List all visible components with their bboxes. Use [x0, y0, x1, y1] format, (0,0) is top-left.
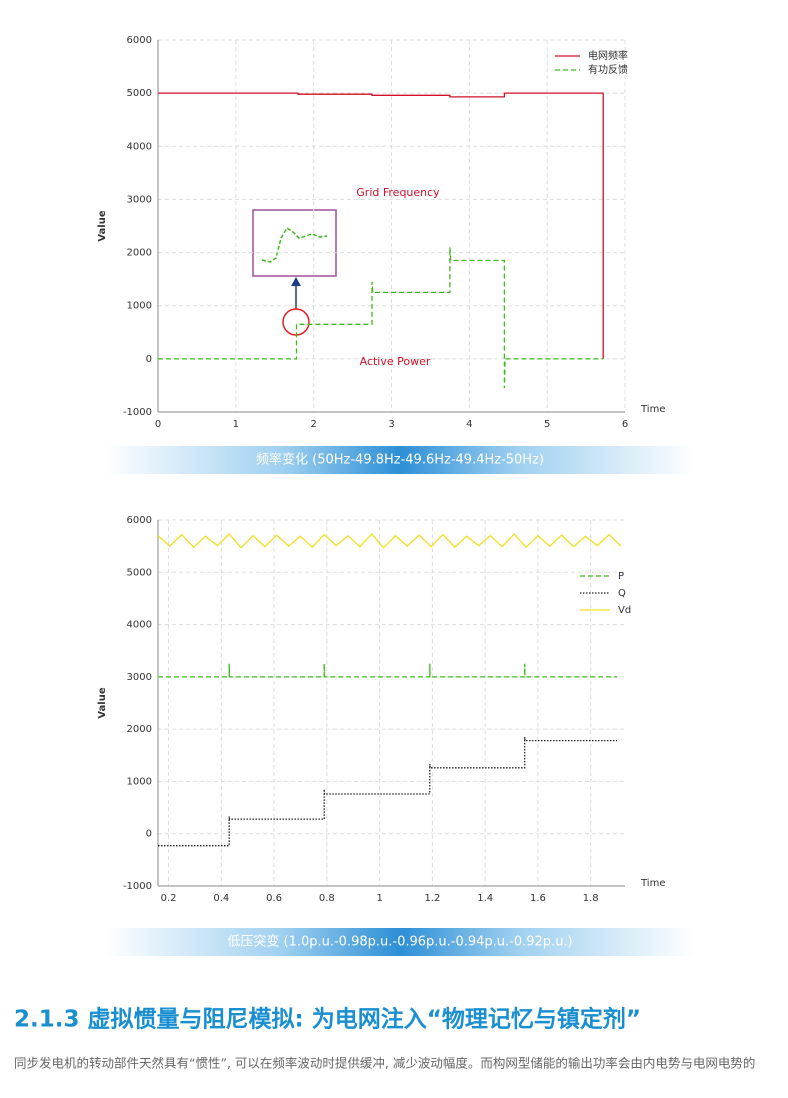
legend-label: Vd: [618, 605, 631, 616]
series-line: [157, 533, 622, 549]
y-tick-label: 3000: [127, 672, 152, 683]
y-tick-label: 6000: [127, 515, 152, 526]
x-tick-label: 0.8: [319, 893, 335, 904]
y-tick-label: 0: [146, 354, 152, 365]
inset-curve: [261, 226, 328, 263]
x-tick-label: 1: [233, 419, 239, 430]
y-tick-label: 6000: [127, 35, 152, 46]
x-axis-label: Time: [640, 878, 665, 889]
x-tick-label: 4: [466, 419, 472, 430]
y-tick-label: -1000: [123, 881, 152, 892]
y-tick-label: 3000: [127, 194, 152, 205]
x-axis-label: Time: [640, 404, 665, 415]
y-axis-label: Value: [97, 210, 108, 241]
legend-label: 电网频率: [588, 49, 628, 62]
caption-band: [105, 928, 695, 956]
series-line: [158, 92, 604, 359]
y-tick-label: -1000: [123, 407, 152, 418]
y-tick-label: 4000: [127, 620, 152, 631]
x-tick-label: 3: [388, 419, 394, 430]
y-tick-label: 5000: [127, 567, 152, 578]
y-tick-label: 4000: [127, 141, 152, 152]
y-tick-label: 1000: [127, 301, 152, 312]
highlight-circle: [282, 308, 310, 336]
x-tick-label: 1.2: [424, 893, 440, 904]
series-line: [158, 736, 618, 847]
y-tick-label: 2000: [127, 724, 152, 735]
x-tick-label: 0.4: [213, 893, 229, 904]
caption: 频率变化 (50Hz-49.8Hz-49.6Hz-49.4Hz-50Hz): [256, 452, 544, 468]
paragraph: 同步发电机的转动部件天然具有“惯性”, 可以在频率波动时提供缓冲, 减少波动幅度…: [14, 1056, 755, 1071]
inset-box: [252, 209, 337, 277]
annotation: Active Power: [360, 355, 431, 368]
x-tick-label: 0: [155, 419, 161, 430]
series-line: [158, 247, 604, 389]
series-line: [158, 663, 618, 678]
caption: 低压突变 (1.0p.u.-0.98p.u.-0.96p.u.-0.94p.u.…: [227, 934, 572, 950]
x-tick-label: 5: [544, 419, 550, 430]
x-tick-label: 6: [622, 419, 628, 430]
y-tick-label: 1000: [127, 776, 152, 787]
x-tick-label: 1: [376, 893, 382, 904]
caption-band: [105, 446, 695, 474]
x-tick-label: 0.6: [266, 893, 282, 904]
x-tick-label: 1.6: [530, 893, 546, 904]
x-tick-label: 2: [310, 419, 316, 430]
section-heading: 2.1.3 虚拟惯量与阻尼模拟: 为电网注入“物理记忆与镇定剂”: [14, 1006, 641, 1033]
y-axis-label: Value: [97, 687, 108, 718]
x-tick-label: 1.4: [477, 893, 493, 904]
y-tick-label: 5000: [127, 88, 152, 99]
legend-label: P: [618, 571, 624, 582]
arrow-head: [291, 277, 301, 286]
y-tick-label: 2000: [127, 248, 152, 259]
legend-label: Q: [618, 588, 626, 599]
x-tick-label: 1.8: [583, 893, 599, 904]
x-tick-label: 0.2: [161, 893, 177, 904]
legend-label: 有功反馈: [588, 63, 628, 76]
y-tick-label: 0: [146, 829, 152, 840]
annotation: Grid Frequency: [356, 186, 440, 199]
